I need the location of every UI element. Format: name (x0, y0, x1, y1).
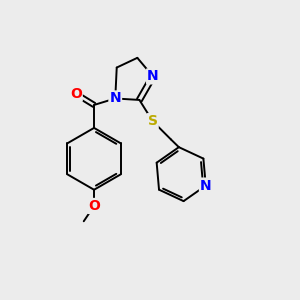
Text: N: N (147, 69, 159, 83)
Text: N: N (200, 178, 212, 193)
Text: O: O (88, 199, 100, 213)
Text: S: S (148, 114, 158, 128)
Text: O: O (70, 87, 82, 101)
Text: N: N (110, 92, 121, 106)
